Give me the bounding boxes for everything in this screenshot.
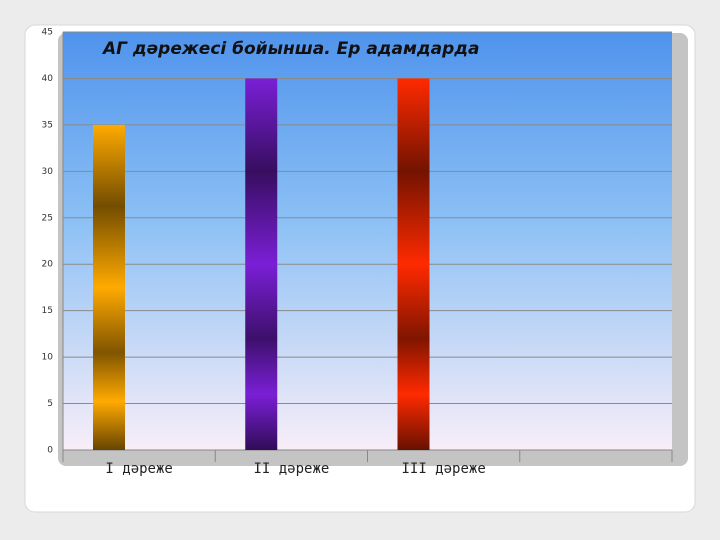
y-tick-label: 0 xyxy=(47,446,53,456)
y-tick-label: 45 xyxy=(42,28,53,38)
chart-title: АГ дәрежесі бойынша. Ер адамдарда xyxy=(101,39,479,59)
y-tick-label: 30 xyxy=(42,167,54,177)
y-tick-label: 20 xyxy=(42,260,54,270)
y-tick-label: 10 xyxy=(42,353,54,363)
x-tick-label: ІІ дәреже xyxy=(253,461,329,477)
y-tick-label: 40 xyxy=(42,74,54,84)
y-tick-label: 5 xyxy=(47,399,53,409)
y-tick-label: 15 xyxy=(42,306,53,316)
x-tick-label: І дәреже xyxy=(105,461,172,477)
bar xyxy=(93,124,125,450)
bar xyxy=(245,78,278,450)
plot-area xyxy=(63,32,672,450)
y-tick-label: 35 xyxy=(42,120,53,130)
bar xyxy=(397,78,430,450)
x-tick-label: ІІІ дәреже xyxy=(401,461,485,477)
y-tick-label: 25 xyxy=(42,213,53,223)
